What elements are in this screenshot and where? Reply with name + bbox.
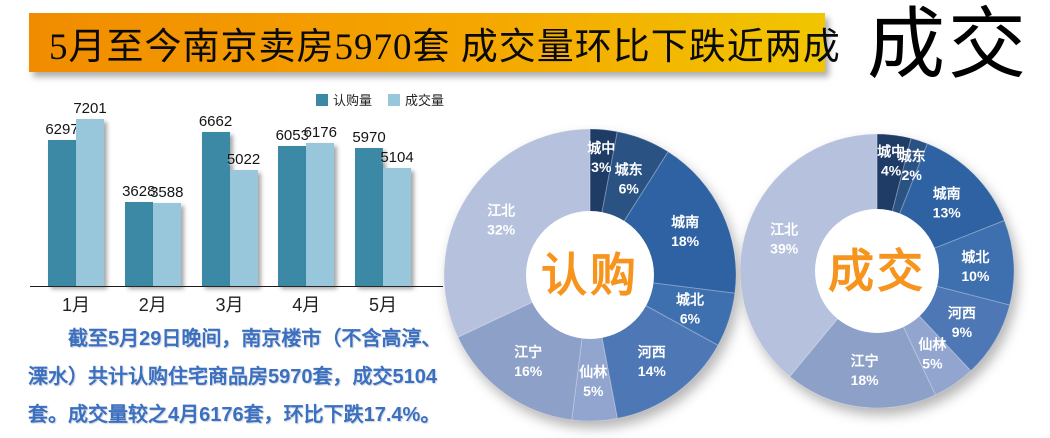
- donut-chart-rengou: 城中 3% 城东 6% 城南 18% 城北 6% 河西 14% 仙林 5% 江宁 16% 江北 32% 认购: [444, 129, 736, 421]
- bar-value-label: 7201: [73, 100, 107, 117]
- donut-segment-label: 城中 3%: [587, 140, 615, 175]
- bar: [229, 170, 258, 286]
- donut-center-title: 成交: [828, 245, 926, 297]
- donut-segment: [788, 270, 936, 408]
- legend-swatch-icon: [387, 93, 400, 106]
- donut-segment-label: 城东 6%: [615, 161, 643, 196]
- bar: [76, 119, 104, 286]
- headline-banner: 5月至今南京卖房5970套 成交量环比下跌近两成: [29, 13, 840, 72]
- donut-segment-label: 城南 13%: [933, 185, 962, 220]
- legend-label: 认购量: [332, 93, 372, 108]
- donut-segment-label: 城北 10%: [961, 249, 990, 284]
- bar-value-label: 5104: [380, 149, 414, 166]
- bar-value-label: 6176: [303, 124, 337, 141]
- donut-segment-label: 城北 6%: [676, 292, 704, 327]
- bar-value-label: 5970: [352, 129, 386, 146]
- axis-category-label: 1月: [61, 295, 91, 315]
- legend-swatch-icon: [315, 93, 328, 106]
- donut-segment-label: 河西 9%: [948, 305, 976, 340]
- donut-segment: [571, 274, 618, 421]
- donut-segment-label: 江北 32%: [487, 203, 516, 238]
- donut-segment: [875, 219, 1014, 306]
- donut-segment-label: 城中 4%: [877, 144, 905, 179]
- donut-segment-label: 城南 18%: [671, 214, 700, 249]
- axis-category-label: 4月: [292, 295, 321, 315]
- bar-chart-legend: 认购量 成交量: [315, 90, 444, 109]
- bar-value-label: 3588: [150, 184, 184, 201]
- bar-chart: 6297 7201 1月 3628 3588 2月 6662 5022 3月 6053 6176 4月…: [30, 88, 444, 320]
- bar: [383, 168, 411, 286]
- donut-segment-label: 城东 2%: [898, 148, 926, 183]
- legend-item: 认购量: [315, 90, 372, 109]
- axis-category-label: 5月: [368, 295, 398, 315]
- legend-label: 成交量: [404, 93, 444, 108]
- bar: [355, 148, 383, 286]
- bar: [306, 143, 335, 286]
- bar-value-label: 6053: [275, 127, 309, 144]
- headline-title: 5月至今南京卖房5970套 成交量环比下跌近两成: [49, 26, 841, 68]
- summary-paragraph: 截至5月29日晚间，南京楼市（不含高淳、溧水）共计认购住宅商品房5970套，成交…: [28, 328, 442, 426]
- bar: [201, 132, 230, 286]
- donut-segment-label: 江宁 16%: [514, 344, 543, 379]
- bar-value-label: 5022: [226, 151, 261, 168]
- donut-hole: [815, 209, 939, 333]
- axis-category-label: 3月: [215, 295, 244, 315]
- bar: [278, 146, 307, 286]
- bar: [152, 203, 181, 286]
- bar-value-label: 6297: [45, 121, 79, 138]
- donut-segment-label: 江北 39%: [770, 222, 799, 257]
- legend-item: 成交量: [387, 90, 444, 109]
- bar-value-label: 6662: [198, 113, 233, 130]
- donut-center-title: 认购: [541, 249, 639, 301]
- axis-category-label: 2月: [138, 295, 167, 315]
- donut-segment-label: 仙林 5%: [918, 337, 946, 372]
- bar-value-label: 3628: [122, 183, 156, 200]
- bar-chart-plot: 6297 7201 1月 3628 3588 2月 6662 5022 3月 6053 6176 4月…: [30, 88, 444, 320]
- donut-segment-label: 仙林 5%: [579, 364, 607, 399]
- watermark-text: 成交: [866, 0, 1029, 88]
- x-axis-line: [30, 286, 443, 287]
- donut-segment: [740, 134, 878, 378]
- bar: [48, 140, 76, 286]
- donut-hole: [526, 211, 654, 339]
- bar: [124, 202, 153, 286]
- donut-segment-label: 河西 14%: [638, 344, 667, 379]
- donut-segment-label: 江宁 18%: [851, 353, 880, 388]
- donut-chart-chengjiao: 城中 4%城东 2%城南 13% 城北 10% 河西 9%仙林 5% 江宁 18% 江北 39% 成交: [740, 134, 1014, 408]
